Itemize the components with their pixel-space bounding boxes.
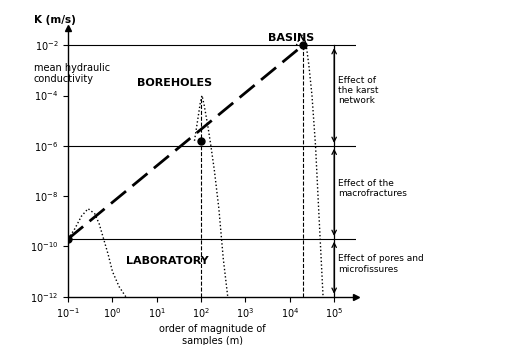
Text: BOREHOLES: BOREHOLES <box>137 78 212 88</box>
Text: BASINS: BASINS <box>268 33 314 43</box>
Text: Effect of pores and
microfissures: Effect of pores and microfissures <box>337 254 423 274</box>
Text: K (m/s): K (m/s) <box>34 15 75 25</box>
Text: mean hydraulic
conductivity: mean hydraulic conductivity <box>34 62 110 84</box>
Text: Effect of the
macrofractures: Effect of the macrofractures <box>337 179 407 198</box>
Text: LABORATORY: LABORATORY <box>126 256 209 266</box>
X-axis label: order of magnitude of
samples (m): order of magnitude of samples (m) <box>159 324 266 345</box>
Text: Effect of
the karst
network: Effect of the karst network <box>337 76 378 105</box>
